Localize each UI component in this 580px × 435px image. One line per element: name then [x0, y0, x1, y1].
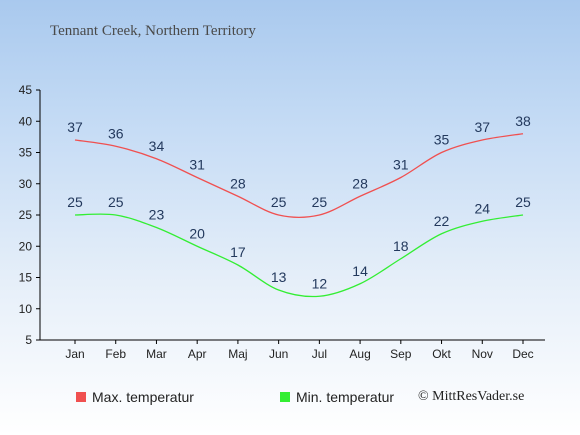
- data-label-min: 24: [474, 200, 490, 216]
- x-tick-label: Apr: [188, 347, 207, 361]
- x-tick-label: Nov: [472, 347, 493, 361]
- data-label-min: 12: [312, 275, 328, 291]
- series-line-max: [74, 133, 524, 218]
- data-label-min: 18: [393, 238, 409, 254]
- data-label-min: 20: [189, 225, 205, 241]
- data-label-max: 25: [312, 194, 328, 210]
- x-tick-label: Dec: [512, 347, 533, 361]
- y-tick-label: 40: [19, 114, 33, 128]
- data-label-min: 25: [515, 194, 531, 210]
- data-label-max: 37: [474, 119, 490, 135]
- x-tick-label: Mar: [146, 347, 167, 361]
- x-tick-label: Okt: [432, 347, 451, 361]
- x-tick-label: Jul: [312, 347, 327, 361]
- y-tick-label: 20: [19, 239, 33, 253]
- legend-item-max: Max. temperatur: [76, 389, 194, 405]
- data-label-max: 25: [271, 194, 287, 210]
- x-tick-label: Jan: [65, 347, 84, 361]
- data-label-max: 28: [352, 175, 368, 191]
- data-label-max: 31: [189, 157, 205, 173]
- data-label-max: 31: [393, 157, 409, 173]
- data-label-min: 25: [67, 194, 83, 210]
- data-label-min: 25: [108, 194, 124, 210]
- data-label-min: 22: [434, 213, 450, 229]
- data-label-max: 34: [149, 138, 165, 154]
- y-tick-label: 25: [19, 208, 33, 222]
- data-label-min: 17: [230, 244, 246, 260]
- y-tick-label: 35: [19, 146, 33, 160]
- data-label-min: 23: [149, 207, 165, 223]
- y-tick-label: 10: [19, 302, 33, 316]
- x-tick-label: Maj: [228, 347, 247, 361]
- x-tick-label: Aug: [349, 347, 370, 361]
- data-label-max: 36: [108, 125, 124, 141]
- y-tick-label: 30: [19, 177, 33, 191]
- legend-swatch-max: [76, 392, 86, 402]
- y-tick-label: 15: [19, 271, 33, 285]
- legend-label-min: Min. temperatur: [296, 389, 395, 405]
- legend-label-max: Max. temperatur: [92, 389, 194, 405]
- legend-swatch-min: [280, 392, 290, 402]
- data-label-max: 35: [434, 132, 450, 148]
- data-label-max: 38: [515, 113, 531, 129]
- data-label-max: 37: [67, 119, 83, 135]
- x-tick-label: Feb: [105, 347, 126, 361]
- x-tick-label: Sep: [390, 347, 412, 361]
- x-tick-label: Jun: [269, 347, 288, 361]
- series-line-min: [74, 213, 524, 298]
- data-label-min: 13: [271, 269, 287, 285]
- y-tick-label: 5: [25, 333, 32, 347]
- data-label-min: 14: [352, 263, 368, 279]
- chart-title: Tennant Creek, Northern Territory: [50, 23, 256, 39]
- y-tick-label: 45: [19, 83, 33, 97]
- legend-item-min: Min. temperatur: [280, 389, 394, 405]
- credit-text: © MittResVader.se: [418, 389, 525, 404]
- data-label-max: 28: [230, 175, 246, 191]
